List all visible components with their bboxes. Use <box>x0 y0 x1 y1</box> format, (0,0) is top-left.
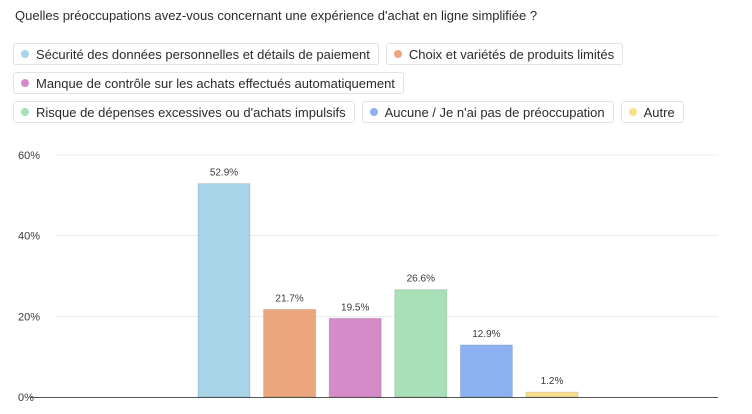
legend-swatch <box>628 108 637 116</box>
data-label: 19.5% <box>341 302 369 313</box>
bar <box>328 317 382 398</box>
bar <box>197 183 251 398</box>
legend-swatch <box>369 108 378 116</box>
y-tick-label: 0% <box>18 392 34 404</box>
legend-row: Sécurité des données personnelles et dét… <box>13 43 713 65</box>
legend: Sécurité des données personnelles et dét… <box>13 43 713 130</box>
legend-swatch <box>393 50 402 58</box>
y-tick-label: 40% <box>18 231 40 243</box>
legend-swatch <box>21 108 29 116</box>
legend-item-autre[interactable]: Autre <box>620 101 684 123</box>
data-label: 21.7% <box>275 293 303 304</box>
legend-label: Sécurité des données personnelles et dét… <box>36 46 370 62</box>
data-label: 26.6% <box>407 274 435 285</box>
legend-item-aucune[interactable]: Aucune / Je n'ai pas de préoccupation <box>361 101 614 123</box>
legend-swatch <box>21 79 29 87</box>
legend-item-controle[interactable]: Manque de contrôle sur les achats effect… <box>13 72 404 94</box>
legend-label: Aucune / Je n'ai pas de préoccupation <box>384 104 605 120</box>
legend-item-choix[interactable]: Choix et variétés de produits limités <box>385 43 624 65</box>
y-tick-label: 20% <box>18 311 40 323</box>
legend-item-depenses[interactable]: Risque de dépenses excessives ou d'achat… <box>13 101 355 123</box>
bar <box>263 308 317 398</box>
legend-label: Choix et variétés de produits limités <box>408 46 615 62</box>
legend-swatch <box>21 50 29 58</box>
data-label: 12.9% <box>472 329 500 340</box>
legend-label: Risque de dépenses excessives ou d'achat… <box>36 104 346 120</box>
bar <box>459 344 513 398</box>
data-label: 52.9% <box>210 168 238 179</box>
bar <box>394 289 448 398</box>
chart-title: Quelles préoccupations avez-vous concern… <box>15 8 538 23</box>
legend-label: Manque de contrôle sur les achats effect… <box>36 75 395 91</box>
bar <box>525 391 579 398</box>
legend-row: Risque de dépenses excessives ou d'achat… <box>13 101 713 123</box>
legend-item-securite[interactable]: Sécurité des données personnelles et dét… <box>13 43 379 65</box>
y-tick-label: 60% <box>18 150 40 162</box>
legend-row: Manque de contrôle sur les achats effect… <box>13 72 713 94</box>
legend-label: Autre <box>643 104 675 120</box>
data-label: 1.2% <box>541 376 564 387</box>
